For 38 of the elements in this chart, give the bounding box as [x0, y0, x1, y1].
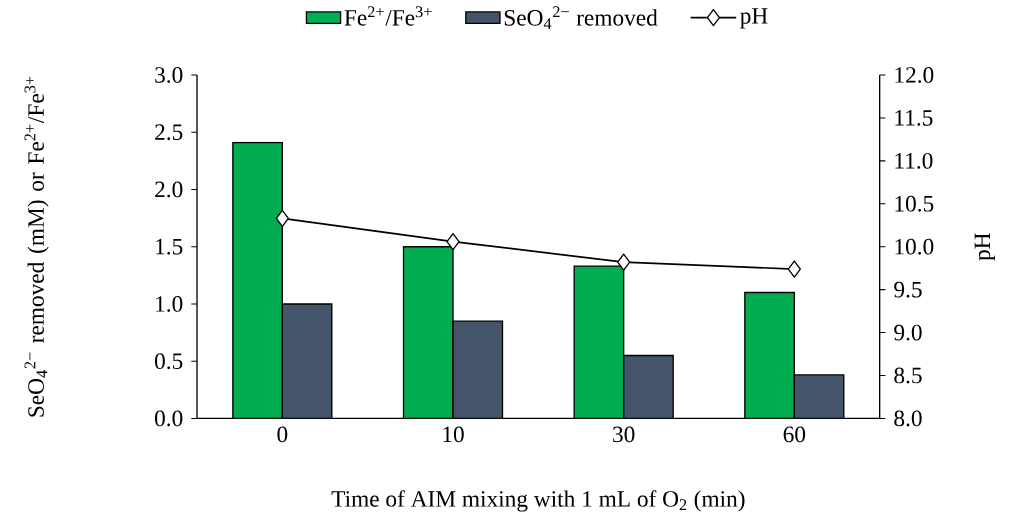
y-tick-label: 2.5 [155, 124, 183, 141]
bar [793, 374, 845, 419]
y2-axis-title: pH [974, 233, 995, 261]
y2-tick-label: 10.0 [895, 238, 934, 255]
y-tick-label: 2.0 [155, 181, 183, 198]
bar [282, 303, 332, 419]
y2-tick-label: 12.0 [895, 67, 934, 83]
y2-tick-label: 11.0 [895, 152, 933, 169]
point [446, 232, 460, 251]
y2-tick-label: 9.5 [894, 281, 922, 298]
y2-tick-label: 9.0 [894, 324, 922, 341]
x-tick-label: 0 [277, 426, 288, 443]
bar [574, 266, 624, 419]
y2-tick-label: 8.5 [894, 367, 922, 384]
point [787, 260, 802, 278]
y-tick-label: 0.5 [155, 353, 183, 370]
point [617, 253, 631, 271]
x-tick-label: 10 [443, 426, 464, 443]
legend-label: SeO$_{4}$$^{2−}$ removed [504, 6, 658, 29]
legend-label: pH [740, 8, 768, 29]
bar [403, 246, 454, 419]
point [275, 209, 290, 228]
y2-tick-label: 10.5 [895, 195, 934, 212]
y-tick-label: 1.0 [156, 296, 183, 312]
x-tick-label: 60 [783, 426, 806, 443]
bar [453, 321, 503, 419]
legend-label: Fe$^{2+}$/Fe$^{3+}$ [344, 6, 432, 26]
y-tick-label: 1.5 [156, 238, 183, 255]
y-axis-title: SeO$_{4}$$^{2−}$ removed (mM) or Fe$^{2+}$/Fe$^{3+}$ [24, 76, 49, 417]
bar [744, 291, 796, 419]
x-tick-label: 30 [613, 426, 635, 443]
y-tick-label: 3.0 [155, 67, 183, 83]
y2-tick-label: 8.0 [894, 410, 922, 427]
y-tick-label: 0.0 [155, 410, 183, 427]
x-axis-title: Time of AIM mixing with 1 mL of O$_{2}$ (min) [331, 490, 745, 512]
bar [623, 355, 674, 419]
bar [232, 142, 283, 419]
y2-tick-label: 11.5 [895, 110, 933, 126]
